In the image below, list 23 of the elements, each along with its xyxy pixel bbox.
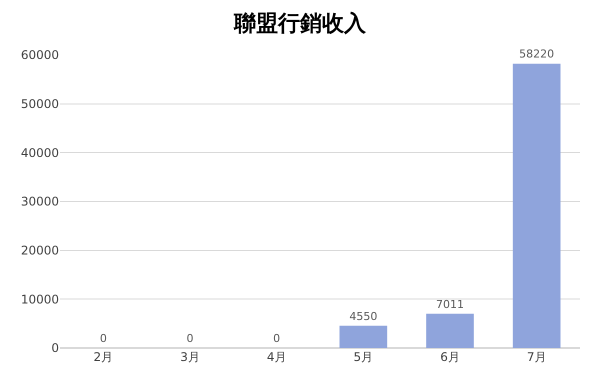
data-label: 0 (273, 332, 280, 345)
x-tick-label: 6月 (440, 350, 460, 364)
y-tick-label: 0 (51, 341, 59, 356)
y-tick-label: 50000 (20, 97, 59, 112)
bar (512, 64, 560, 348)
data-label: 58220 (519, 48, 554, 61)
y-tick-label: 60000 (20, 48, 59, 62)
y-tick-label: 20000 (20, 244, 59, 258)
y-tick-label: 30000 (20, 194, 59, 209)
x-tick-label: 7月 (526, 350, 546, 364)
x-tick-label: 5月 (354, 350, 374, 364)
y-tick-label: 10000 (20, 292, 59, 306)
data-label: 7011 (436, 298, 464, 311)
bar (426, 314, 474, 348)
data-label: 0 (186, 332, 194, 345)
data-label: 4550 (349, 310, 378, 323)
y-tick-label: 40000 (20, 146, 59, 160)
bar (340, 326, 388, 348)
data-label: 0 (100, 332, 107, 345)
chart-title: 聯盟行銷收入 (233, 12, 367, 37)
x-tick-label: 4月 (266, 350, 286, 364)
x-tick-label: 3月 (180, 350, 200, 364)
x-tick-label: 2月 (94, 350, 114, 364)
